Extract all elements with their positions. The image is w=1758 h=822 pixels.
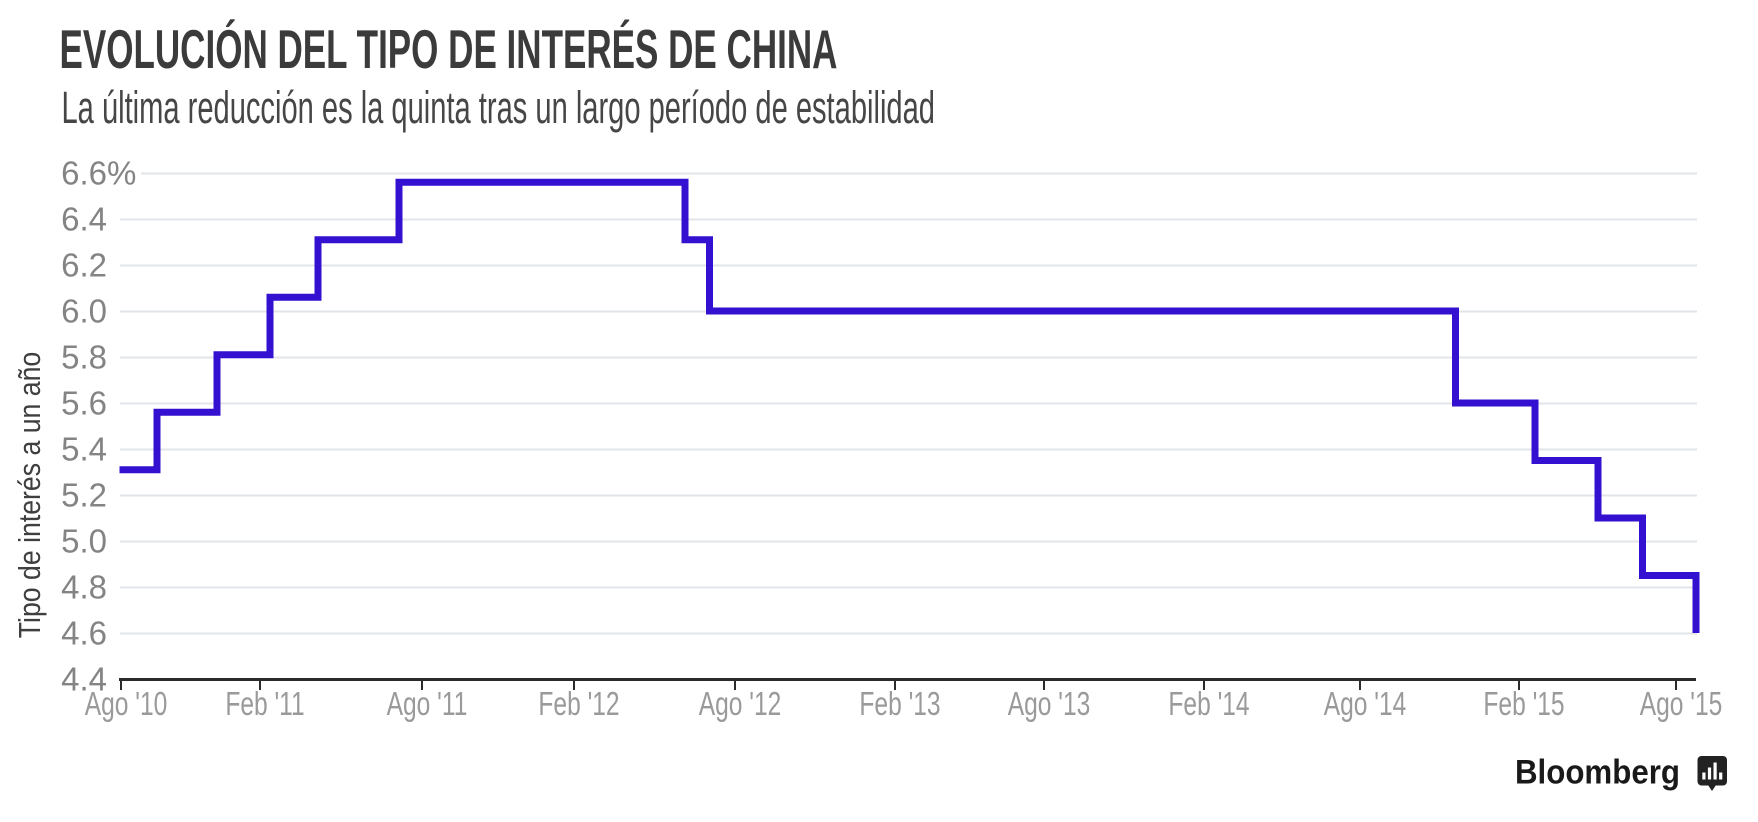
svg-text:5.0: 5.0 bbox=[61, 523, 107, 560]
svg-text:Ago '10: Ago '10 bbox=[85, 687, 168, 723]
svg-text:%: % bbox=[107, 155, 136, 192]
svg-text:Bloomberg: Bloomberg bbox=[1515, 752, 1680, 791]
svg-text:6.2: 6.2 bbox=[61, 247, 107, 284]
svg-text:5.4: 5.4 bbox=[61, 431, 107, 468]
svg-text:Feb '12: Feb '12 bbox=[538, 687, 619, 723]
svg-text:Feb '14: Feb '14 bbox=[1168, 687, 1249, 723]
svg-text:Feb '11: Feb '11 bbox=[225, 687, 304, 723]
svg-text:4.6: 4.6 bbox=[61, 615, 107, 652]
svg-text:Ago '15: Ago '15 bbox=[1640, 687, 1723, 723]
svg-text:Feb '13: Feb '13 bbox=[859, 687, 940, 723]
svg-text:6.6: 6.6 bbox=[61, 155, 107, 192]
svg-text:4.4: 4.4 bbox=[61, 661, 107, 698]
svg-text:5.6: 5.6 bbox=[61, 385, 107, 422]
svg-text:Ago '13: Ago '13 bbox=[1008, 687, 1091, 723]
svg-text:Ago '14: Ago '14 bbox=[1324, 687, 1407, 723]
svg-text:4.8: 4.8 bbox=[61, 569, 107, 606]
svg-text:Ago '11: Ago '11 bbox=[387, 687, 468, 723]
svg-text:6.4: 6.4 bbox=[61, 201, 107, 238]
svg-text:Tipo de interés a un año: Tipo de interés a un año bbox=[13, 352, 47, 638]
svg-text:5.8: 5.8 bbox=[61, 339, 107, 376]
svg-text:5.2: 5.2 bbox=[61, 477, 107, 514]
svg-text:6.0: 6.0 bbox=[61, 293, 107, 330]
svg-text:La última reducción es la quin: La última reducción es la quinta tras un… bbox=[62, 84, 935, 134]
svg-text:Feb '15: Feb '15 bbox=[1483, 687, 1564, 723]
svg-text:Ago '12: Ago '12 bbox=[699, 687, 782, 723]
svg-text:EVOLUCIÓN DEL TIPO DE INTERÉS: EVOLUCIÓN DEL TIPO DE INTERÉS DE CHINA bbox=[60, 18, 838, 80]
